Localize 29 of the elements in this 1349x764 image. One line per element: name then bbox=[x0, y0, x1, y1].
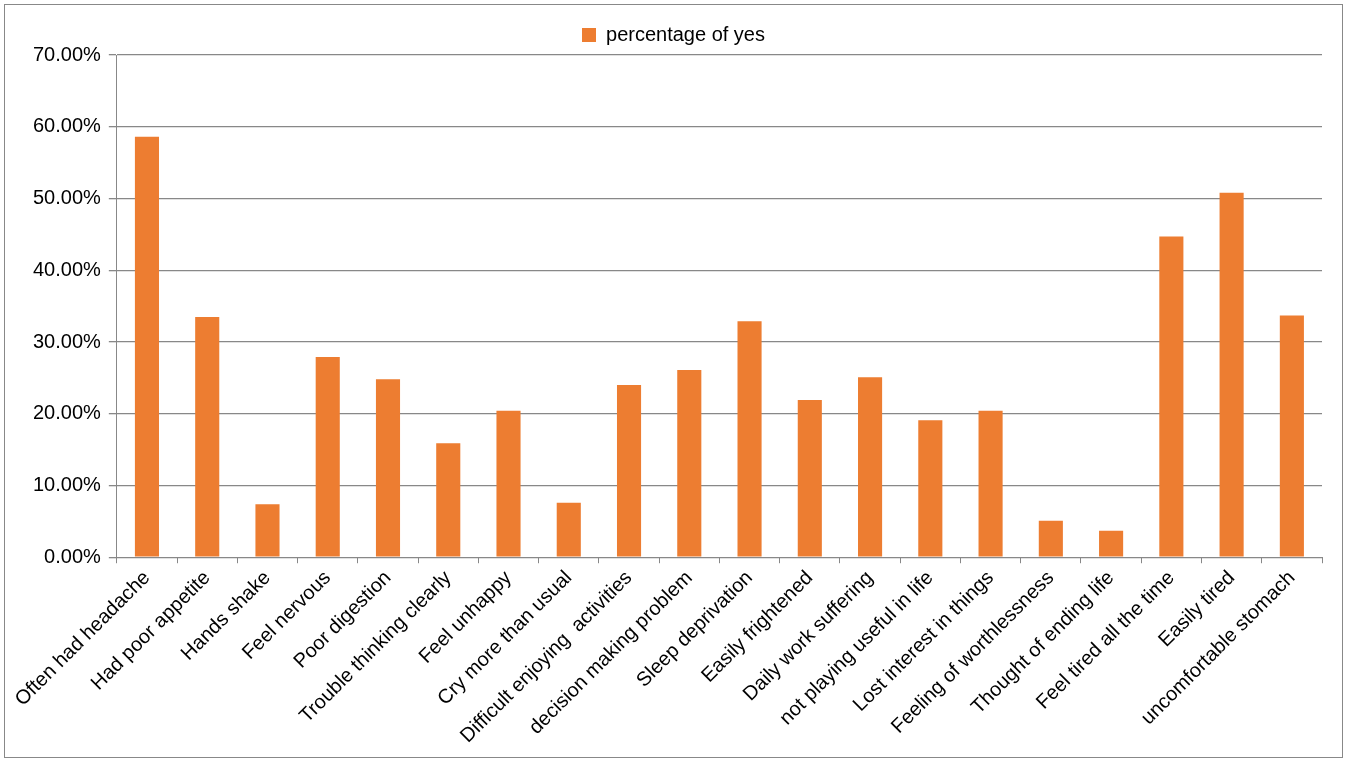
bar bbox=[1219, 192, 1244, 557]
bar bbox=[1099, 530, 1124, 557]
bar bbox=[1279, 315, 1304, 557]
bar bbox=[797, 400, 822, 557]
y-tick-label: 40.00% bbox=[32, 257, 102, 280]
bar bbox=[1038, 520, 1063, 557]
bar bbox=[375, 379, 401, 557]
bar bbox=[858, 377, 883, 557]
bar bbox=[978, 410, 1003, 557]
bar bbox=[436, 443, 461, 557]
bar bbox=[616, 385, 642, 557]
y-tick-label: 30.00% bbox=[32, 329, 102, 352]
y-tick-label: 50.00% bbox=[32, 186, 102, 209]
bar bbox=[737, 321, 762, 557]
legend-label: percentage of yes bbox=[606, 22, 765, 45]
bar bbox=[195, 316, 220, 557]
bar bbox=[134, 136, 160, 557]
bar bbox=[677, 369, 702, 557]
bar bbox=[1159, 236, 1184, 557]
y-tick-label: 70.00% bbox=[32, 42, 102, 65]
y-tick-label: 10.00% bbox=[32, 473, 102, 495]
bar bbox=[556, 502, 581, 557]
bar bbox=[496, 410, 521, 557]
bar bbox=[255, 504, 280, 557]
bar bbox=[315, 357, 340, 557]
y-tick-label: 20.00% bbox=[32, 401, 102, 424]
y-tick-label: 60.00% bbox=[32, 114, 102, 137]
y-tick-label: 0.00% bbox=[44, 544, 102, 567]
bar bbox=[918, 420, 943, 557]
